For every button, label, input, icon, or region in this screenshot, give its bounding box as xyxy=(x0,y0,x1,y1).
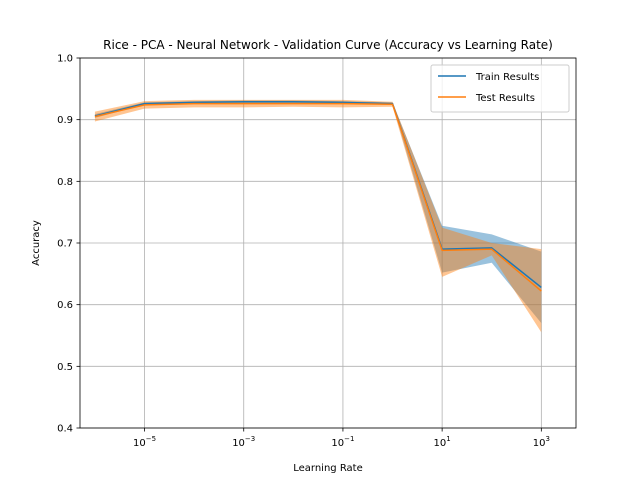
y-tick-label: 0.4 xyxy=(57,424,73,435)
legend-label-test: Test Results xyxy=(475,93,535,104)
legend-label-train: Train Results xyxy=(475,72,539,83)
x-tick-label: 103 xyxy=(533,435,550,449)
x-tick-label: 10−5 xyxy=(133,435,156,449)
line-train-results xyxy=(94,101,542,288)
x-tick-label: 10−1 xyxy=(331,435,354,449)
y-tick-label: 0.5 xyxy=(57,362,73,373)
line-test-results xyxy=(94,102,542,292)
y-axis-label: Accuracy xyxy=(31,220,42,266)
x-tick-label: 10−3 xyxy=(232,435,255,449)
y-tick-label: 0.6 xyxy=(57,300,73,311)
legend: Train Results Test Results xyxy=(430,64,570,113)
series-lines xyxy=(94,101,542,292)
grid-lines xyxy=(80,57,576,429)
chart-title: Rice - PCA - Neural Network - Validation… xyxy=(103,38,553,52)
y-tick-label: 1.0 xyxy=(57,54,73,65)
x-axis-label: Learning Rate xyxy=(293,463,363,474)
x-tick-label: 101 xyxy=(434,435,451,449)
y-tick-label: 0.8 xyxy=(57,177,73,188)
y-tick-label: 0.9 xyxy=(57,115,73,126)
y-tick-label: 0.7 xyxy=(57,239,73,250)
axis-ticks: 10−5 10−3 10−1 101 103 0.4 0.5 0.6 0.7 0.8 0.9 1.0 xyxy=(57,54,550,450)
